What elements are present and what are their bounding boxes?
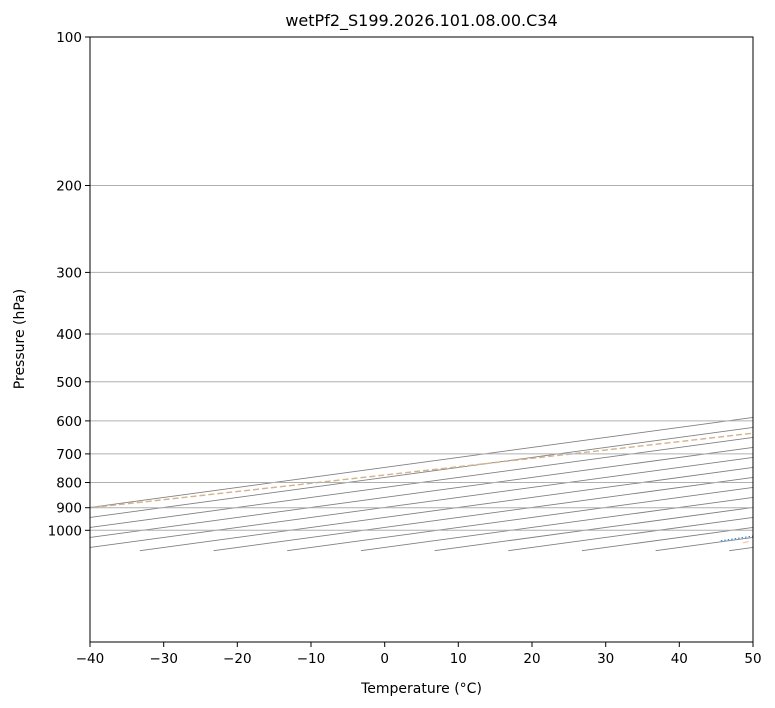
x-tick-label: 40: [671, 651, 688, 667]
x-tick-label: 30: [597, 651, 614, 667]
x-tick-label: 10: [450, 651, 467, 667]
y-tick-label: 700: [56, 447, 82, 463]
isotherm-line: [90, 447, 753, 538]
y-tick-label: 900: [56, 501, 82, 517]
x-tick-label: 0: [380, 651, 389, 667]
x-tick-label: 20: [523, 651, 540, 667]
isotherm-line: [90, 437, 753, 528]
y-tick-label: 500: [56, 375, 82, 391]
axes: −40 −30 −20 −10 0 10 20 30 40 50 1000 900 800 700 600 5…: [48, 30, 762, 667]
y-tick-label: 300: [56, 265, 82, 281]
chart-title: wetPf2_S199.2026.101.08.00.C34: [285, 11, 557, 31]
plot-frame: [89, 36, 754, 643]
isotherm-line: [90, 457, 753, 548]
y-tick-label: 200: [56, 179, 82, 195]
x-tick-label: −40: [76, 651, 105, 667]
y-tick-label: 800: [56, 476, 82, 492]
x-axis-label: Temperature (°C): [360, 681, 482, 697]
isotherm-line: [90, 417, 753, 508]
y-tick-label: 100: [56, 30, 82, 46]
x-tick-label: −10: [297, 651, 326, 667]
x-tick-label: −20: [223, 651, 252, 667]
x-tick-label: −30: [149, 651, 178, 667]
y-tick-label: 1000: [48, 523, 82, 539]
y-tick-label: 400: [56, 327, 82, 343]
background-lines: [90, 37, 753, 552]
x-tick-label: 50: [744, 651, 761, 667]
y-tick-label: 600: [56, 414, 82, 430]
y-axis-label: Pressure (hPa): [12, 289, 28, 389]
